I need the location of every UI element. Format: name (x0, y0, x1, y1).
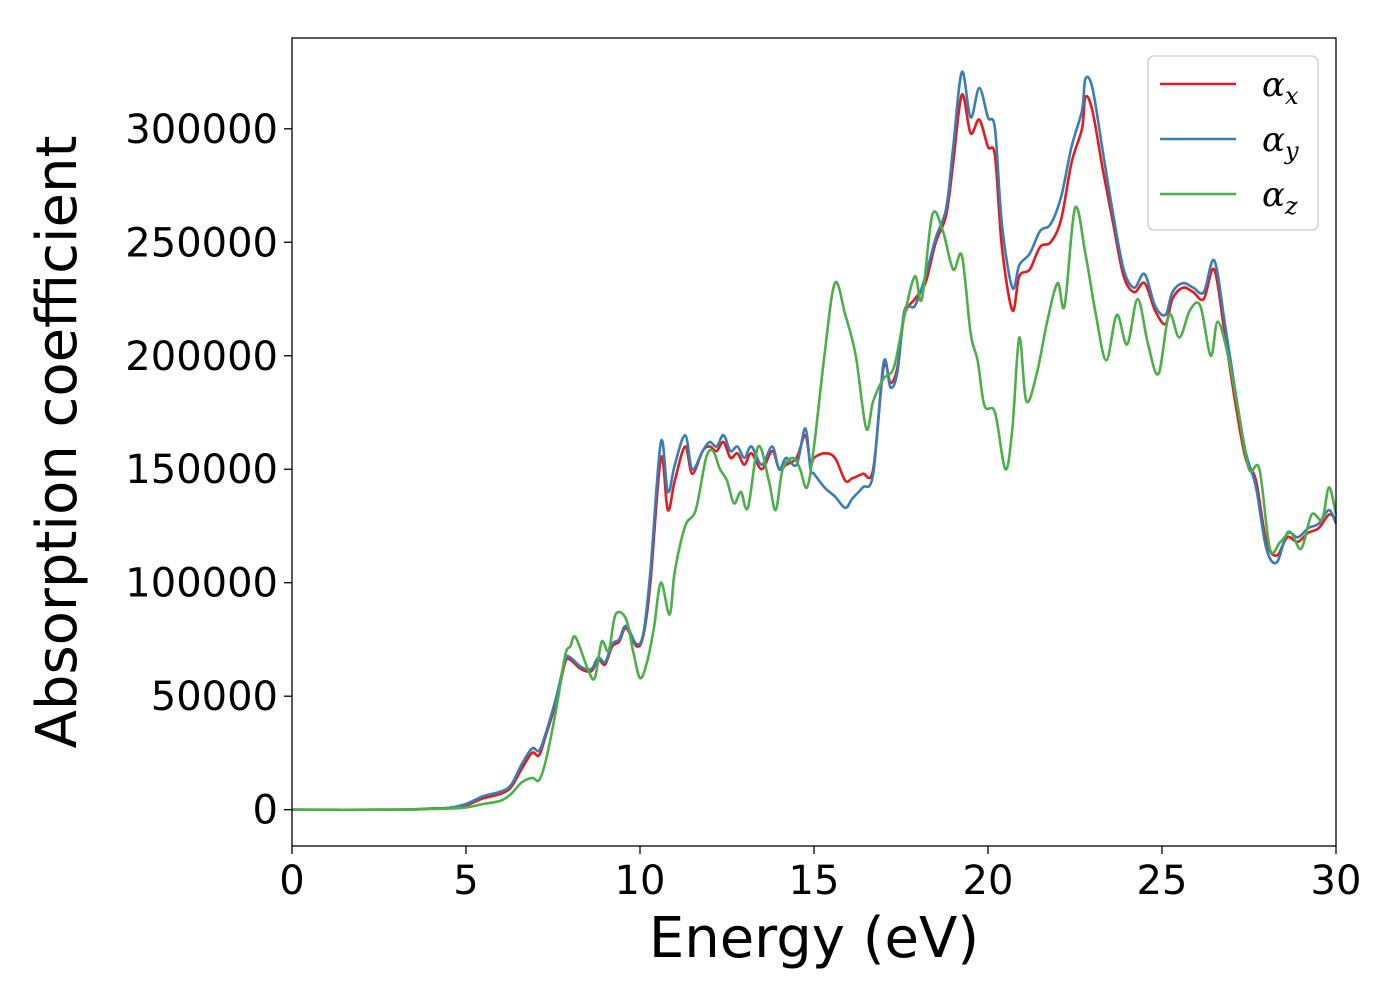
y-axis-ticks: 0 50000 100000 150000 200000 250000 300000 (125, 107, 292, 834)
y-tick-label: 100000 (125, 561, 278, 607)
x-tick-label: 0 (279, 858, 304, 904)
x-tick-label: 5 (453, 858, 478, 904)
series-line-z (291, 205, 1338, 812)
y-tick-label: 200000 (125, 334, 278, 380)
y-tick-label: 0 (253, 788, 278, 834)
y-tick-label: 300000 (125, 107, 278, 153)
x-tick-label: 20 (963, 858, 1014, 904)
y-axis-label: Absorption coefficient (25, 136, 90, 749)
y-tick-label: 150000 (125, 447, 278, 493)
series-layer (291, 70, 1338, 812)
x-tick-label: 25 (1137, 858, 1188, 904)
y-tick-label: 50000 (151, 674, 278, 720)
x-axis-ticks: 0 5 10 15 20 25 30 (279, 846, 1361, 904)
series-line-y (291, 70, 1338, 812)
x-tick-label: 15 (789, 858, 840, 904)
x-tick-label: 10 (615, 858, 666, 904)
x-axis-label: Energy (eV) (649, 906, 979, 971)
y-tick-label: 250000 (125, 220, 278, 266)
x-tick-label: 30 (1311, 858, 1362, 904)
legend-box (1147, 55, 1319, 231)
